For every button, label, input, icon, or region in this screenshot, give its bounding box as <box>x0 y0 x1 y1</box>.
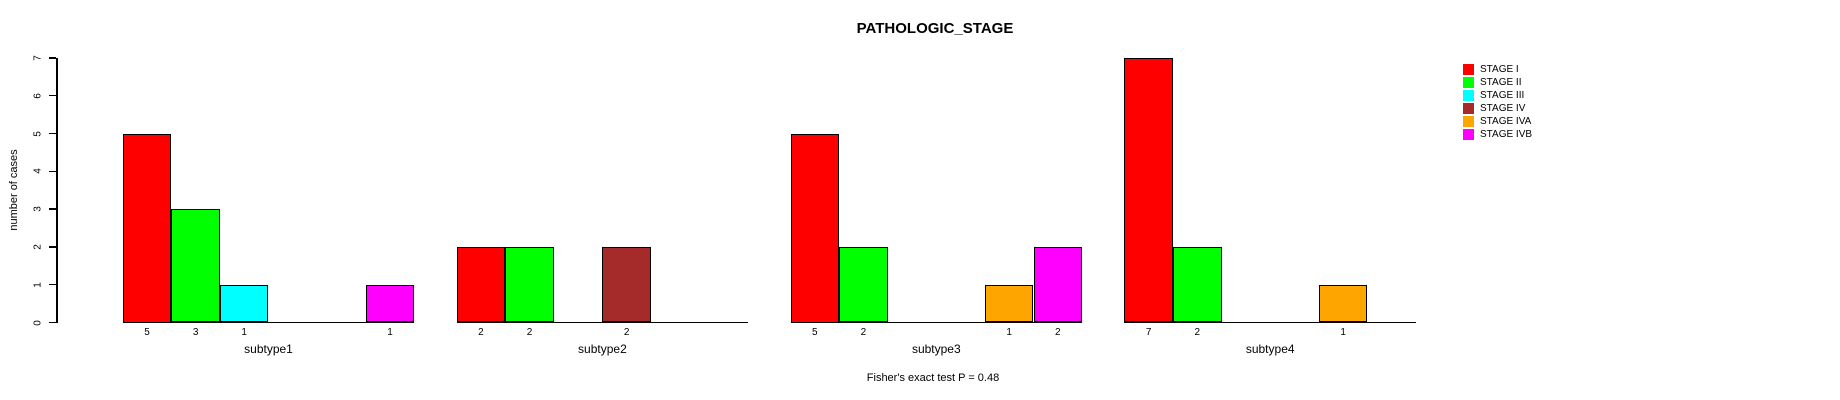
chart-title: PATHOLOGIC_STAGE <box>856 20 1014 37</box>
bar-stage-ii-subtype1 <box>171 209 220 323</box>
legend-item-stage-iva: STAGE IVA <box>1463 115 1532 128</box>
y-tick <box>49 208 56 210</box>
bar-value-label: 2 <box>860 327 867 338</box>
bar-stage-ivb-subtype3 <box>1033 246 1083 323</box>
fisher-test-annotation: Fisher's exact test P = 0.48 <box>866 372 1000 384</box>
bar-stage-iva-subtype3 <box>984 284 1034 323</box>
group-label-subtype2: subtype2 <box>578 342 627 356</box>
legend-label: STAGE III <box>1480 90 1525 101</box>
legend: STAGE I STAGE II STAGE III STAGE IV STAGE IV… <box>1463 63 1532 141</box>
bar-value-label: 3 <box>192 327 199 338</box>
legend-swatch <box>1463 103 1474 114</box>
group-label-subtype1: subtype1 <box>244 342 293 356</box>
y-tick-label: 7 <box>32 55 44 61</box>
bar-value-label: 2 <box>478 327 484 338</box>
legend-label: STAGE IVA <box>1480 116 1532 127</box>
group-baseline <box>456 321 749 324</box>
legend-label: STAGE IV <box>1480 103 1526 114</box>
bar-stage-i-subtype4 <box>1124 57 1173 323</box>
y-tick <box>49 321 56 324</box>
y-tick-label: 0 <box>32 319 44 326</box>
bar-value-label: 7 <box>1145 327 1152 338</box>
bar-value-label: 2 <box>526 327 533 338</box>
bar-stage-ivb-subtype1 <box>365 284 415 323</box>
bar-value-label: 5 <box>144 327 150 338</box>
legend-item-stage-iv: STAGE IV <box>1463 102 1532 115</box>
bar-stage-ii-subtype3 <box>839 246 888 323</box>
bar-value-label: 1 <box>387 327 393 338</box>
legend-label: STAGE I <box>1480 64 1519 75</box>
y-axis-line <box>56 57 58 324</box>
y-axis-title: number of cases <box>8 149 20 231</box>
y-tick <box>49 170 56 173</box>
y-tick <box>49 132 56 135</box>
y-tick <box>49 94 56 97</box>
legend-swatch <box>1463 129 1474 140</box>
group-label-subtype4: subtype4 <box>1245 342 1295 356</box>
y-tick-label: 4 <box>32 168 44 175</box>
bar-value-label: 1 <box>241 327 247 338</box>
y-tick <box>49 283 56 286</box>
legend-label: STAGE II <box>1480 77 1522 88</box>
bar-stage-iva-subtype4 <box>1318 284 1368 323</box>
y-tick-label: 1 <box>32 281 44 288</box>
y-tick-label: 3 <box>32 206 44 212</box>
bar-stage-ii-subtype4 <box>1173 246 1222 323</box>
group-label-subtype3: subtype3 <box>911 342 961 356</box>
y-tick <box>49 246 56 248</box>
y-tick-label: 2 <box>32 244 44 250</box>
legend-item-stage-iii: STAGE III <box>1463 89 1532 102</box>
bar-stage-iv-subtype2 <box>602 246 651 323</box>
bar-value-label: 1 <box>1340 327 1346 338</box>
group-baseline <box>122 321 415 324</box>
bar-value-label: 2 <box>1194 327 1201 338</box>
bar-value-label: 5 <box>812 327 818 338</box>
legend-swatch <box>1463 90 1474 101</box>
bar-stage-i-subtype1 <box>122 133 172 323</box>
bar-stage-iii-subtype1 <box>219 284 269 323</box>
group-baseline <box>790 321 1083 324</box>
legend-item-stage-ii: STAGE II <box>1463 76 1532 89</box>
bar-value-label: 2 <box>623 327 630 338</box>
bar-stage-i-subtype2 <box>456 246 506 323</box>
y-tick-label: 5 <box>32 130 44 137</box>
y-tick <box>49 57 56 59</box>
legend-item-stage-i: STAGE I <box>1463 63 1532 76</box>
bar-value-label: 1 <box>1006 327 1012 338</box>
bar-stage-i-subtype3 <box>790 133 840 323</box>
legend-label: STAGE IVB <box>1480 129 1533 140</box>
legend-swatch <box>1463 77 1474 88</box>
bar-value-label: 2 <box>1055 327 1061 338</box>
group-baseline <box>1124 321 1416 324</box>
legend-swatch <box>1463 64 1474 75</box>
y-tick-label: 6 <box>32 92 44 99</box>
bar-stage-ii-subtype2 <box>505 246 554 323</box>
legend-item-stage-ivb: STAGE IVB <box>1463 128 1532 141</box>
legend-swatch <box>1463 116 1474 127</box>
